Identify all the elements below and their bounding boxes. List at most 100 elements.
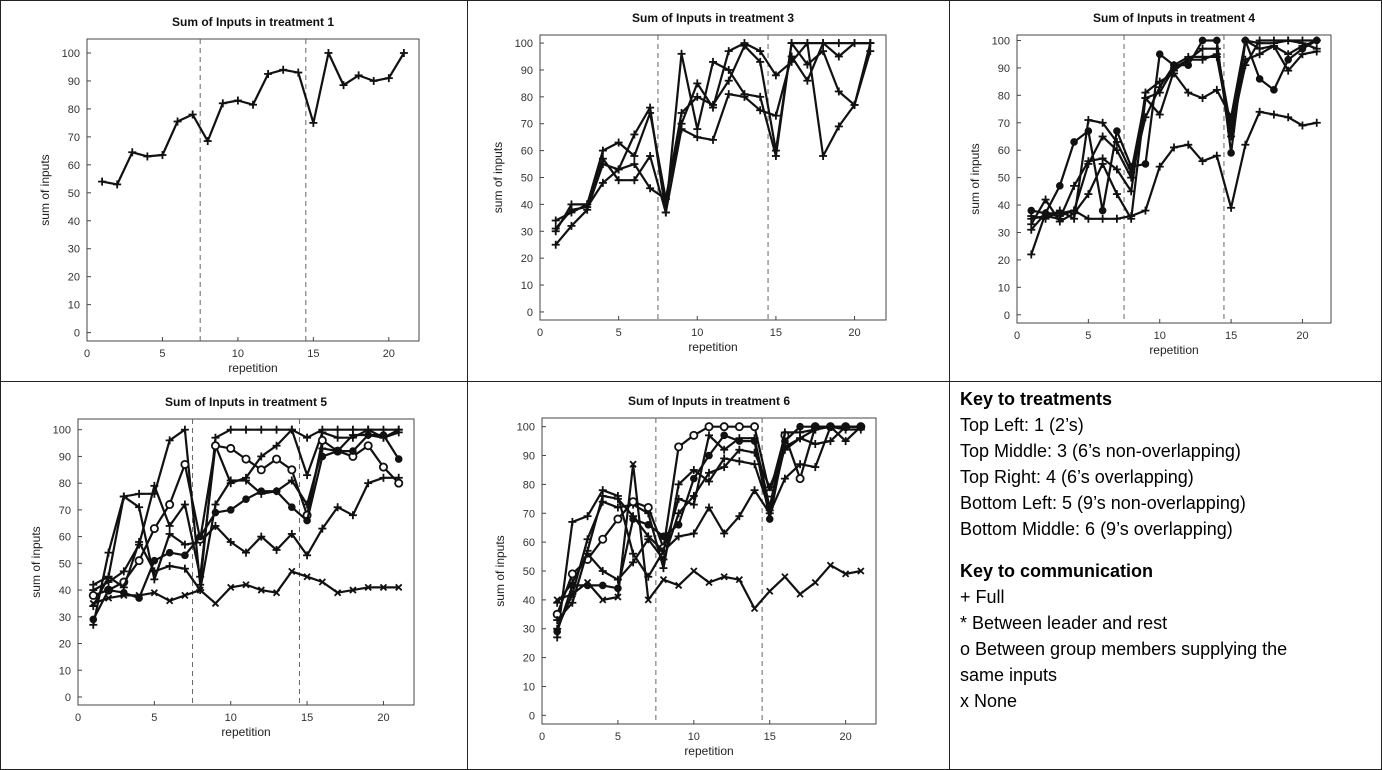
- data-point: [765, 515, 774, 523]
- data-point: [379, 473, 388, 482]
- chart-title: Sum of Inputs in treatment 1: [172, 15, 334, 29]
- data-point-stroke: [644, 596, 652, 604]
- data-point: [677, 125, 686, 134]
- data-point: [1255, 107, 1264, 116]
- data-point-stroke: [720, 573, 728, 581]
- data-point: [288, 503, 296, 512]
- x-tick-label: 10: [1154, 330, 1166, 342]
- data-point: [735, 445, 744, 454]
- y-tick-label: 70: [59, 505, 71, 517]
- x-tick-label: 10: [232, 348, 244, 360]
- data-point: [1141, 160, 1150, 168]
- data-point-stroke: [841, 570, 850, 578]
- data-point: [614, 165, 623, 174]
- data-point: [598, 581, 607, 590]
- data-point: [119, 567, 128, 576]
- data-point: [188, 110, 197, 119]
- data-point: [674, 581, 683, 590]
- x-tick-label: 0: [1014, 330, 1020, 342]
- data-point: [303, 551, 312, 560]
- data-point: [841, 437, 850, 446]
- y-tick-label: 80: [998, 90, 1010, 102]
- y-axis-label: sum of inputs: [968, 143, 982, 214]
- data-point: [1198, 94, 1207, 103]
- data-point: [257, 586, 265, 594]
- data-point: [303, 516, 311, 525]
- data-point: [1184, 88, 1193, 97]
- data-point: [249, 100, 257, 109]
- data-point: [1084, 214, 1093, 223]
- y-tick-label: 50: [59, 558, 71, 570]
- treatment-3-panel: Sum of Inputs in treatment 3 0 5 10 15 20 0 10 2…: [467, 0, 950, 382]
- data-point: [257, 532, 266, 541]
- data-point: [765, 483, 774, 492]
- data-point-stroke: [303, 573, 311, 581]
- data-point: [1184, 52, 1193, 61]
- data-point: [826, 561, 835, 569]
- y-tick-label: 100: [53, 425, 71, 437]
- data-point: [1084, 127, 1093, 135]
- data-point: [287, 529, 296, 538]
- data-point: [756, 106, 765, 115]
- data-point: [242, 495, 250, 503]
- data-point: [165, 529, 174, 538]
- y-tick-label: 40: [59, 585, 71, 597]
- data-point: [364, 479, 373, 488]
- chart-title: Sum of Inputs in treatment 5: [165, 395, 327, 409]
- data-point: [553, 616, 562, 625]
- y-tick-label: 60: [68, 160, 80, 172]
- data-point: [242, 476, 250, 485]
- data-point: [551, 240, 560, 249]
- data-point: [866, 39, 875, 48]
- data-point: [242, 548, 250, 557]
- y-tick-label: 30: [59, 612, 71, 624]
- data-point: [724, 65, 733, 74]
- data-point: [689, 529, 698, 538]
- data-point-stroke: [781, 573, 789, 581]
- data-point: [735, 457, 744, 466]
- treatment-1-chart: Sum of Inputs in treatment 1 0 5 10 15 20 0 10 2…: [38, 15, 420, 375]
- y-tick-label: 90: [523, 451, 535, 463]
- data-point-stroke: [227, 583, 235, 592]
- data-point: [811, 578, 819, 587]
- data-point: [834, 39, 843, 48]
- data-point: [659, 564, 668, 573]
- data-point-stroke: [257, 586, 265, 594]
- data-point: [771, 111, 780, 120]
- data-point: [135, 594, 143, 602]
- data-point: [551, 224, 560, 233]
- data-point: [568, 598, 577, 607]
- data-point: [1298, 44, 1307, 53]
- y-tick-label: 60: [59, 532, 71, 544]
- y-tick-label: 40: [998, 200, 1010, 212]
- data-point: [210, 441, 220, 451]
- data-point: [834, 122, 843, 131]
- data-point: [303, 471, 312, 480]
- data-point: [226, 476, 235, 485]
- data-point-stroke: [104, 594, 113, 602]
- y-tick-label: 100: [62, 48, 80, 60]
- x-axis-label: repetition: [688, 340, 737, 354]
- data-point: [165, 597, 174, 605]
- data-point: [318, 578, 327, 586]
- data-point: [1170, 143, 1178, 152]
- data-point: [165, 562, 174, 571]
- data-point: [287, 465, 297, 475]
- data-point: [1027, 225, 1036, 234]
- data-point: [333, 503, 342, 512]
- data-point: [135, 537, 144, 546]
- data-point: [856, 422, 865, 431]
- data-point: [765, 503, 774, 512]
- data-point: [1098, 118, 1107, 127]
- data-point: [1098, 154, 1107, 163]
- data-point: [693, 133, 702, 142]
- data-point: [629, 512, 638, 521]
- data-point: [780, 445, 789, 454]
- data-point: [1241, 61, 1250, 70]
- data-point: [583, 512, 592, 521]
- data-point: [379, 583, 388, 592]
- data-point: [674, 494, 683, 503]
- data-point: [1170, 61, 1178, 70]
- treatment-1-panel: Sum of Inputs in treatment 1 0 5 10 15 20 0 10 2…: [0, 0, 468, 382]
- data-point: [780, 428, 789, 437]
